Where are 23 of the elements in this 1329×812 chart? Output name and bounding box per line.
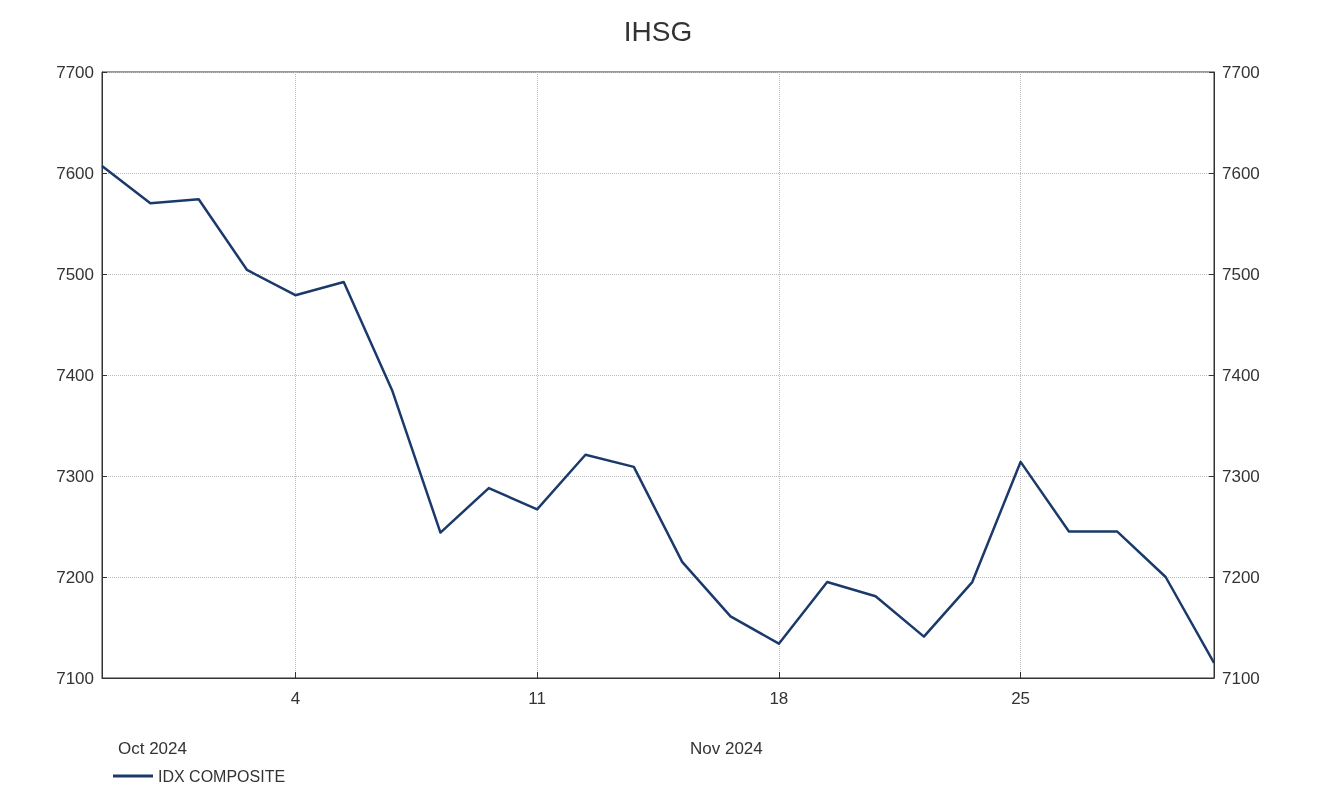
y2-tick-label: 7300 [1222, 466, 1260, 486]
x-tick-label: 11 [528, 689, 546, 708]
y2-tick-label: 7200 [1222, 567, 1260, 587]
y2-tick-label: 7600 [1222, 163, 1260, 183]
legend-label: IDX COMPOSITE [158, 767, 286, 785]
y-tick-label: 7600 [56, 163, 94, 183]
y2-tick-label: 7700 [1222, 62, 1260, 82]
y-tick-label: 7500 [56, 264, 94, 284]
x-tick-label: 4 [290, 689, 301, 708]
text: Nov 2024 [690, 739, 763, 758]
y-tick-label: 7200 [56, 567, 94, 587]
y-tick-label: 7400 [56, 365, 94, 385]
y-tick-label: 7700 [56, 62, 94, 82]
y2-tick-label: 7400 [1222, 365, 1260, 385]
y-tick-label: 7100 [56, 668, 94, 688]
x-tick-label: 18 [769, 689, 789, 708]
chart-title: IHSG [623, 15, 693, 47]
x-tick-label: 25 [1011, 689, 1031, 708]
y2-tick-label: 7100 [1222, 668, 1260, 688]
line-series [100, 164, 1216, 665]
y2-tick-label: 7500 [1222, 264, 1260, 284]
text: Oct 2024 [118, 739, 187, 758]
y-tick-label: 7300 [56, 466, 94, 486]
